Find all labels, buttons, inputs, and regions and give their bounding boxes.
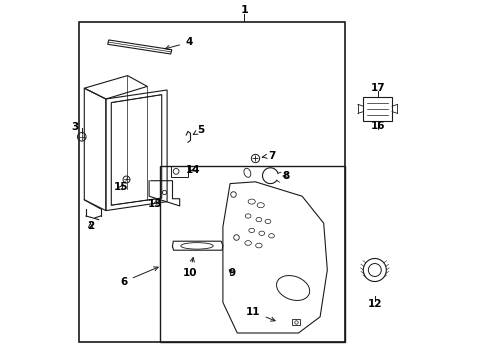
- Text: 16: 16: [370, 121, 384, 131]
- Bar: [363, 97, 391, 121]
- Text: 13: 13: [148, 199, 162, 210]
- Text: 2: 2: [86, 221, 94, 231]
- Text: 5: 5: [193, 125, 204, 135]
- Bar: [160, 166, 345, 342]
- Text: 4: 4: [165, 37, 192, 50]
- Text: 12: 12: [367, 299, 381, 309]
- Bar: [291, 319, 299, 325]
- Bar: [79, 22, 345, 342]
- Bar: [170, 166, 187, 177]
- Text: 3: 3: [71, 122, 78, 132]
- Text: 7: 7: [262, 150, 275, 161]
- Text: 6: 6: [121, 267, 158, 287]
- Text: 15: 15: [114, 182, 128, 192]
- Text: 10: 10: [182, 257, 197, 278]
- Text: 17: 17: [369, 83, 384, 93]
- Text: 11: 11: [246, 307, 275, 321]
- Text: 9: 9: [228, 267, 235, 278]
- Text: 1: 1: [240, 5, 248, 15]
- Text: 8: 8: [282, 171, 289, 181]
- Text: 14: 14: [186, 165, 200, 175]
